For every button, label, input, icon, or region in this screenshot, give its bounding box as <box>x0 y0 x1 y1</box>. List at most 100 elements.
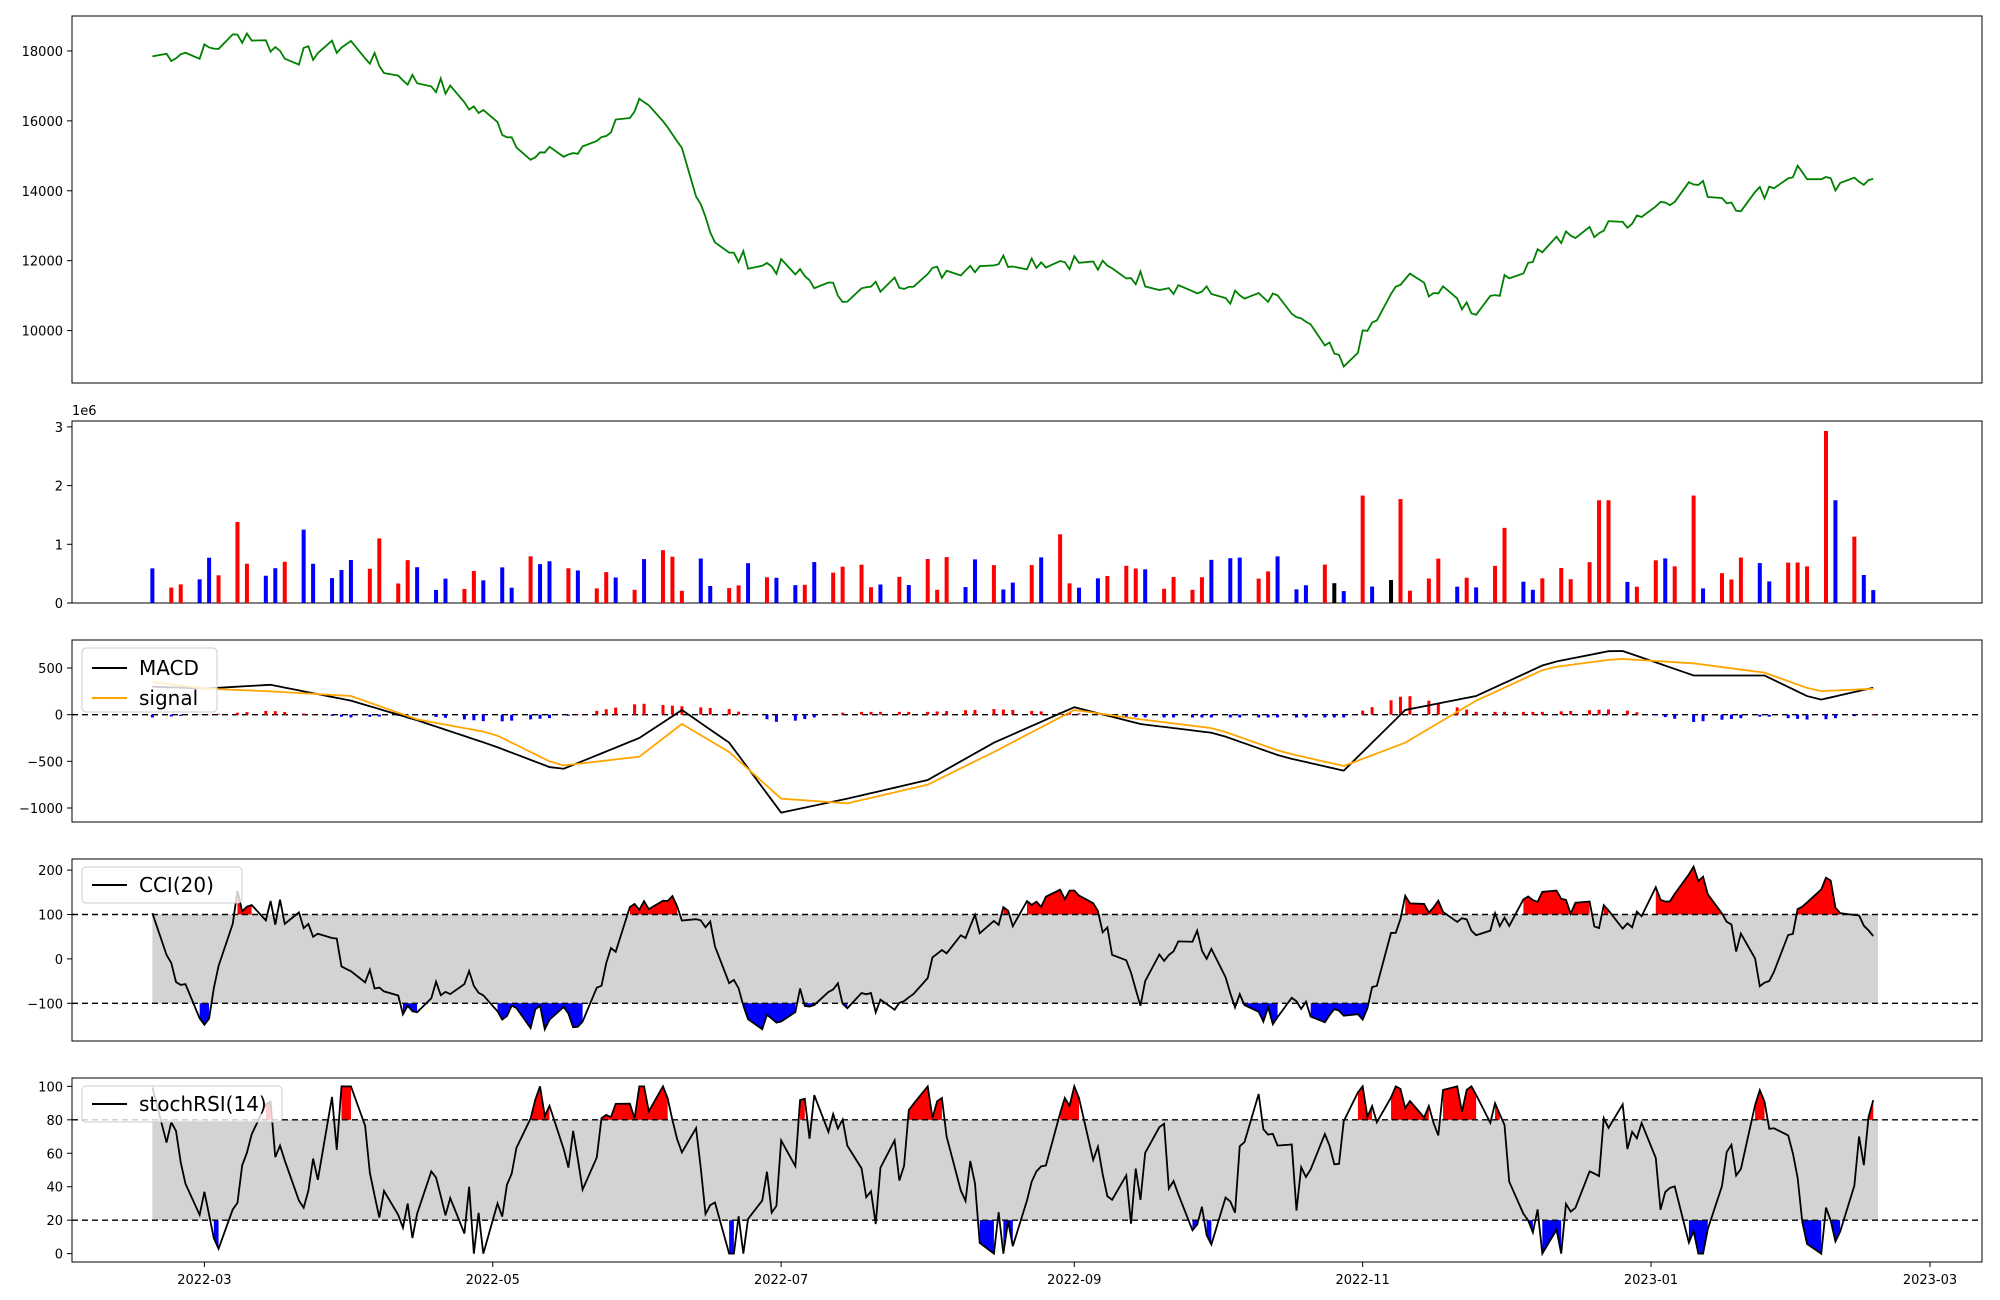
volume-bar <box>774 577 779 603</box>
volume-bar <box>1010 582 1015 603</box>
panel-frame <box>71 639 1983 823</box>
volume-bar <box>1133 568 1138 603</box>
macd-hist-bar <box>1389 700 1393 715</box>
price-panel: 10000 12000 14000 16000 18000 <box>22 15 1983 384</box>
x-tick-label: 2022-09 <box>1047 1273 1101 1288</box>
volume-bar <box>1455 586 1460 603</box>
macd-hist-bar <box>217 713 221 715</box>
macd-hist-bar <box>1729 714 1733 719</box>
macd-hist-bar <box>1342 714 1346 718</box>
macd-hist-bar <box>642 703 646 715</box>
volume-bar <box>764 577 769 603</box>
volume-bar <box>330 578 335 603</box>
macd-hist-bar <box>1030 710 1034 715</box>
volume-bar <box>1653 560 1658 603</box>
volume-bar <box>1568 579 1573 603</box>
volume-bar <box>1389 580 1394 603</box>
volume-bar <box>1587 562 1592 603</box>
macd-hist-bar <box>897 711 901 715</box>
macd-hist-bar <box>1871 714 1875 715</box>
volume-bar <box>1332 583 1337 603</box>
macd-hist-bar <box>434 714 438 717</box>
y-tick-label: 0 <box>55 709 63 724</box>
y-tick-label: 0 <box>55 1248 63 1263</box>
macd-hist-bar <box>1503 711 1506 715</box>
volume-bar <box>339 570 344 603</box>
macd-hist-bar <box>1531 711 1535 715</box>
macd-hist-bar <box>264 711 268 715</box>
volume-bar <box>566 568 571 603</box>
volume-bar <box>698 558 703 603</box>
macd-hist-bar <box>1663 714 1667 718</box>
volume-bar <box>1303 585 1308 603</box>
macd-hist-bar <box>1200 714 1204 718</box>
macd-hist-bar <box>1332 714 1336 718</box>
macd-hist-bar <box>1739 714 1743 719</box>
overbought-fill <box>908 1086 942 1120</box>
overbought-fill <box>341 1086 351 1120</box>
volume-bar <box>462 588 467 603</box>
macd-hist-bar <box>1361 710 1365 715</box>
macd-hist-bar <box>415 714 419 716</box>
macd-hist-bar <box>774 714 778 722</box>
y-tick-label: −500 <box>27 755 63 770</box>
x-tick-label: 2022-11 <box>1336 1273 1390 1288</box>
macd-hist-bar <box>1597 709 1601 715</box>
volume-bar <box>1625 581 1630 603</box>
macd-hist-bar <box>661 705 665 715</box>
volume-bar <box>547 561 552 603</box>
macd-hist-bar <box>1701 714 1705 722</box>
volume-bar <box>1341 591 1346 603</box>
volume-bar <box>613 577 618 603</box>
volume-bar <box>575 570 580 603</box>
macd-hist-bar <box>368 714 372 717</box>
volume-bar <box>1719 573 1724 603</box>
macd-hist-bar <box>1162 714 1166 718</box>
macd-hist-bar <box>1124 714 1128 717</box>
volume-bar <box>528 556 533 603</box>
legend-label: stochRSI(14) <box>139 1092 267 1116</box>
volume-bar <box>1436 558 1441 603</box>
macd-hist-bar <box>727 709 731 715</box>
volume-bar <box>1729 579 1734 603</box>
y-tick-label: 16000 <box>22 115 63 130</box>
volume-bar <box>377 538 382 603</box>
y-tick-label: 0 <box>55 953 63 968</box>
macd-hist-bar <box>793 714 797 721</box>
volume-bar <box>216 575 221 603</box>
oversold-fill <box>497 1003 583 1030</box>
volume-bar <box>1095 578 1100 603</box>
macd-legend: MACD signal <box>81 647 218 713</box>
macd-hist-bar <box>945 711 949 715</box>
macd-hist-bar <box>1323 714 1327 718</box>
price-line <box>152 31 1874 369</box>
y-tick-label: 200 <box>38 864 63 879</box>
x-tick-label: 2022-03 <box>177 1273 231 1288</box>
macd-hist-bar <box>1493 711 1497 715</box>
volume-bar <box>1360 495 1365 603</box>
volume-offset-label: 1e6 <box>72 404 97 419</box>
volume-bar <box>1190 589 1195 603</box>
volume-bar <box>1001 589 1006 603</box>
volume-bar <box>1474 587 1479 603</box>
volume-bar <box>1124 565 1129 603</box>
volume-bar <box>1823 430 1828 603</box>
volume-bar <box>642 559 647 603</box>
volume-bar <box>906 585 911 603</box>
volume-bar <box>1540 578 1545 603</box>
volume-bar <box>1105 575 1110 603</box>
macd-hist-bar <box>1276 714 1280 718</box>
volume-bar <box>244 563 249 603</box>
y-tick-label: 0 <box>55 597 63 612</box>
volume-bar <box>868 587 873 603</box>
y-tick-label: 100 <box>38 908 63 923</box>
volume-bar <box>746 563 751 603</box>
volume-bar <box>736 585 741 603</box>
y-tick-label: 14000 <box>22 185 63 200</box>
macd-hist-bar <box>529 714 533 720</box>
volume-bar <box>991 565 996 603</box>
macd-hist-bar <box>973 709 977 715</box>
volume-bar <box>831 572 836 603</box>
macd-hist-bar <box>878 711 882 715</box>
macd-hist-bar <box>860 711 864 715</box>
